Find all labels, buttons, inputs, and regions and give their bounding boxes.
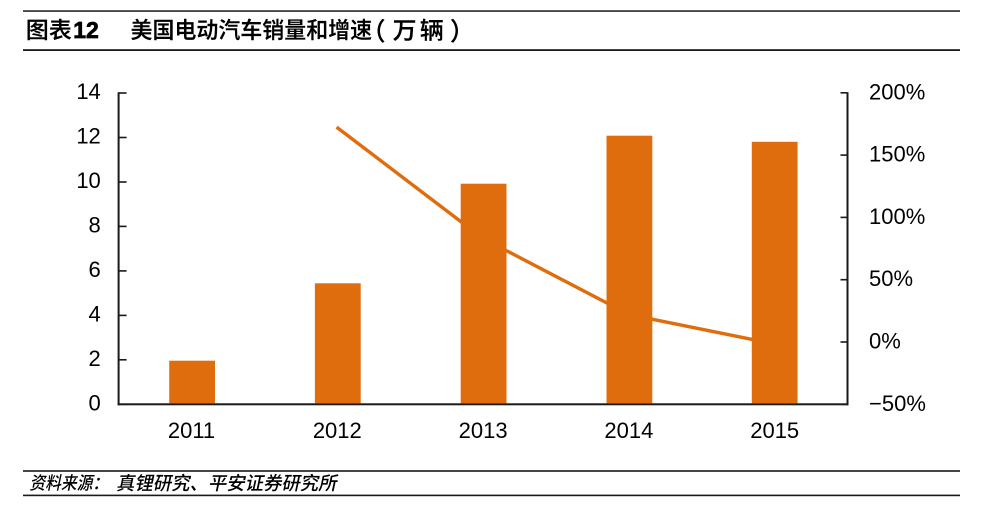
- svg-text:0%: 0%: [869, 329, 901, 354]
- svg-text:−50%: −50%: [869, 391, 926, 416]
- svg-text:6: 6: [89, 257, 101, 282]
- svg-text:2: 2: [89, 346, 101, 371]
- svg-text:12: 12: [76, 124, 100, 149]
- svg-text:2014: 2014: [604, 418, 653, 443]
- svg-text:0: 0: [89, 390, 101, 415]
- svg-text:100%: 100%: [869, 204, 925, 229]
- svg-text:2011: 2011: [168, 418, 215, 443]
- svg-text:4: 4: [89, 302, 101, 327]
- svg-text:10: 10: [76, 168, 100, 193]
- svg-text:8: 8: [89, 213, 101, 238]
- svg-text:200%: 200%: [869, 79, 925, 104]
- svg-text:12: 12: [73, 17, 99, 43]
- svg-text:50%: 50%: [869, 266, 913, 291]
- svg-text:150%: 150%: [869, 142, 925, 167]
- svg-text:2013: 2013: [459, 418, 508, 443]
- svg-text:2015: 2015: [750, 418, 799, 443]
- svg-text:2012: 2012: [313, 418, 362, 443]
- svg-text:14: 14: [76, 79, 100, 104]
